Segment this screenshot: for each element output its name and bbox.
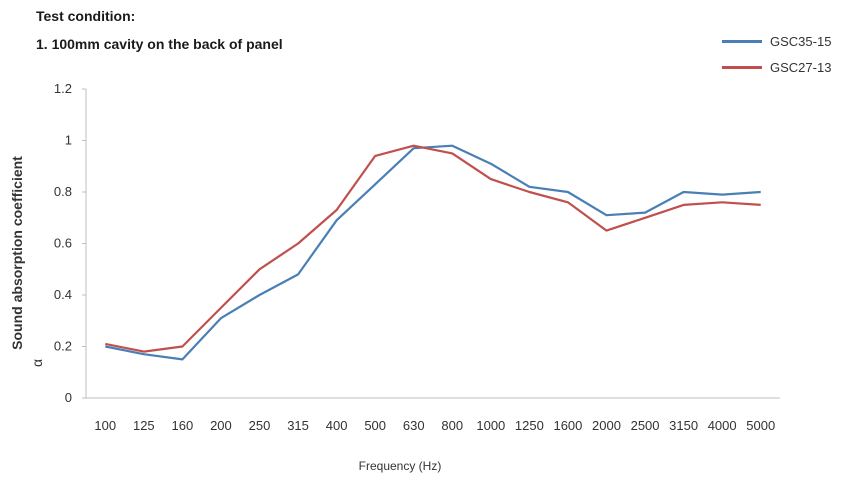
legend-swatch-series-1 bbox=[722, 39, 762, 43]
x-tick-label: 250 bbox=[249, 418, 271, 433]
x-axis-label: Frequency (Hz) bbox=[359, 459, 442, 473]
legend-label-series-1: GSC35-15 bbox=[770, 33, 832, 49]
y-axis-label: Sound absorption coefficient bbox=[9, 156, 25, 350]
x-tick-label: 160 bbox=[172, 418, 194, 433]
legend-label-series-2: GSC27-13 bbox=[770, 59, 832, 75]
x-tick-label: 125 bbox=[133, 418, 155, 433]
y-tick-label: 0.2 bbox=[54, 339, 72, 354]
y-axis-symbol: α bbox=[29, 359, 45, 367]
y-tick-label: 1.2 bbox=[54, 81, 72, 96]
x-tick-label: 200 bbox=[210, 418, 232, 433]
y-tick-label: 0 bbox=[65, 390, 72, 405]
x-tick-label: 400 bbox=[326, 418, 348, 433]
legend-swatch-series-2 bbox=[722, 65, 762, 69]
x-tick-label: 4000 bbox=[708, 418, 737, 433]
y-tick-label: 0.6 bbox=[54, 236, 72, 251]
x-tick-label: 2000 bbox=[592, 418, 621, 433]
x-tick-label: 3150 bbox=[669, 418, 698, 433]
test-condition-detail: 1. 100mm cavity on the back of panel bbox=[36, 36, 283, 52]
series-line-1 bbox=[105, 144, 761, 361]
x-tick-label: 630 bbox=[403, 418, 425, 433]
legend-item-series-2: GSC27-13 bbox=[722, 57, 831, 77]
x-tick-label: 1600 bbox=[553, 418, 582, 433]
x-tick-label: 315 bbox=[287, 418, 309, 433]
y-tick-label: 0.8 bbox=[54, 184, 72, 199]
y-tick-label: 0.4 bbox=[54, 287, 72, 302]
y-tick-label: 1 bbox=[65, 133, 72, 148]
x-tick-label: 2500 bbox=[631, 418, 660, 433]
legend-item-series-1: GSC35-15 bbox=[722, 31, 831, 51]
x-tick-label: 100 bbox=[94, 418, 116, 433]
x-tick-label: 1000 bbox=[476, 418, 505, 433]
x-tick-label: 1250 bbox=[515, 418, 544, 433]
test-condition-heading: Test condition: bbox=[36, 8, 136, 24]
x-tick-label: 5000 bbox=[746, 418, 775, 433]
x-tick-label: 800 bbox=[441, 418, 463, 433]
series-line-2 bbox=[105, 144, 761, 353]
x-tick-label: 500 bbox=[364, 418, 386, 433]
